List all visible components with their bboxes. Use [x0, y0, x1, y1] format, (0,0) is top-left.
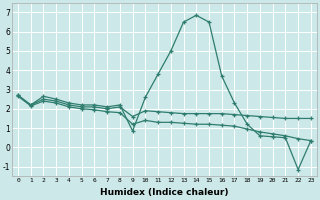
- X-axis label: Humidex (Indice chaleur): Humidex (Indice chaleur): [100, 188, 229, 197]
